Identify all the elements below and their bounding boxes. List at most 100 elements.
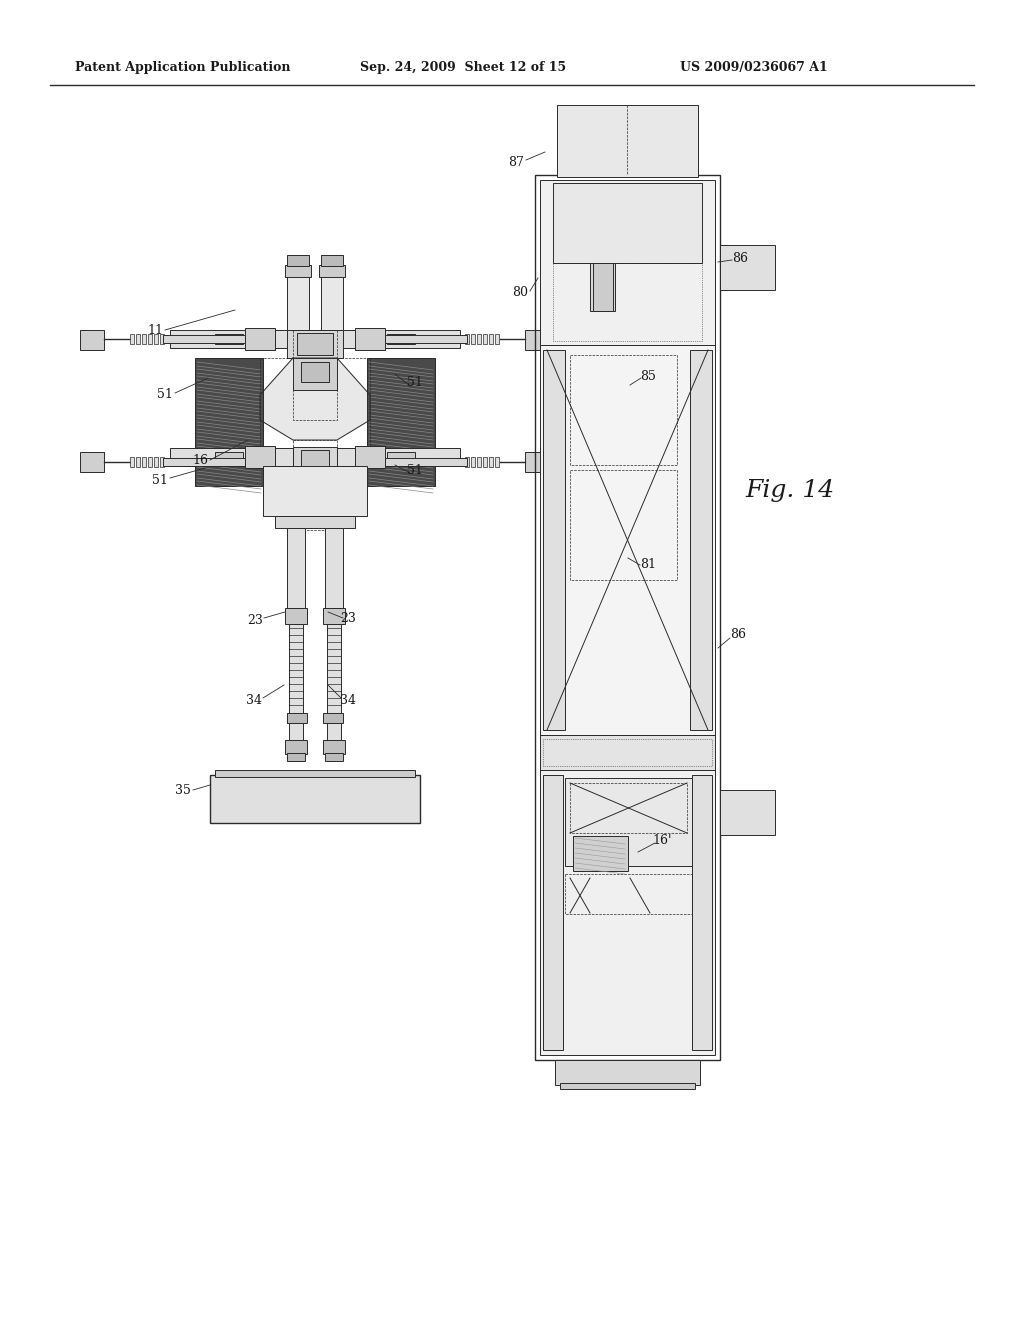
Text: 80: 80 — [512, 286, 528, 300]
Bar — [570, 783, 687, 833]
Bar — [130, 334, 134, 345]
Bar — [215, 334, 243, 345]
Bar — [489, 334, 493, 345]
Bar — [293, 447, 337, 475]
Bar — [293, 330, 337, 420]
Text: 86: 86 — [730, 628, 746, 642]
Text: 51: 51 — [408, 463, 423, 477]
Bar — [570, 470, 677, 579]
Bar — [80, 451, 104, 473]
Bar — [263, 466, 367, 516]
Bar — [387, 451, 415, 462]
Text: 86: 86 — [732, 252, 748, 264]
Bar — [471, 334, 475, 345]
Bar — [495, 457, 499, 467]
Bar — [355, 327, 385, 350]
Bar — [170, 330, 460, 348]
Bar — [323, 741, 345, 754]
Bar — [692, 775, 712, 1049]
Bar — [543, 350, 565, 730]
Bar — [215, 770, 415, 777]
Bar — [555, 1060, 700, 1085]
Bar — [293, 440, 337, 531]
Bar — [543, 739, 712, 766]
Bar — [136, 457, 140, 467]
Bar — [477, 334, 481, 345]
Bar — [560, 1082, 695, 1089]
Bar — [495, 334, 499, 345]
Text: 34: 34 — [246, 693, 262, 706]
Bar — [385, 458, 467, 466]
Bar — [471, 457, 475, 467]
Text: 16': 16' — [652, 833, 672, 846]
Bar — [321, 275, 343, 330]
Text: 16: 16 — [193, 454, 208, 466]
Bar — [301, 362, 329, 381]
Bar — [319, 265, 345, 277]
Bar — [163, 335, 245, 343]
Bar — [285, 609, 307, 624]
Text: Fig. 14: Fig. 14 — [745, 479, 835, 502]
Text: 11: 11 — [147, 323, 163, 337]
Bar — [543, 775, 563, 1049]
Text: 35: 35 — [175, 784, 190, 796]
Text: Sep. 24, 2009  Sheet 12 of 15: Sep. 24, 2009 Sheet 12 of 15 — [360, 62, 566, 74]
Text: 23: 23 — [340, 611, 356, 624]
Bar — [540, 735, 715, 770]
Bar — [387, 334, 415, 345]
Bar — [215, 451, 243, 462]
Bar — [287, 255, 309, 267]
Text: 23: 23 — [247, 614, 263, 627]
Text: 81: 81 — [640, 558, 656, 572]
Bar — [489, 457, 493, 467]
Bar — [154, 334, 158, 345]
Bar — [325, 752, 343, 762]
Text: 51: 51 — [408, 376, 423, 389]
Bar — [565, 777, 692, 866]
Bar — [465, 334, 469, 345]
Bar — [557, 106, 698, 177]
Bar — [325, 528, 343, 609]
Bar — [593, 263, 613, 312]
Bar — [289, 723, 303, 741]
Text: 87: 87 — [508, 157, 524, 169]
Bar — [148, 334, 152, 345]
Bar — [287, 713, 307, 723]
Bar — [720, 789, 775, 836]
Bar — [301, 450, 329, 470]
Bar — [210, 775, 420, 822]
Bar — [690, 350, 712, 730]
Bar — [160, 457, 164, 467]
Bar — [323, 713, 343, 723]
Bar — [80, 330, 104, 350]
Text: 51: 51 — [157, 388, 173, 401]
Bar — [590, 263, 615, 312]
Bar — [570, 355, 677, 465]
Bar — [483, 457, 487, 467]
Bar — [275, 516, 355, 528]
Bar — [525, 330, 549, 350]
Text: Patent Application Publication: Patent Application Publication — [75, 62, 291, 74]
Bar — [142, 457, 146, 467]
Bar — [293, 358, 337, 389]
Bar — [540, 345, 715, 735]
Bar — [287, 528, 305, 609]
Bar — [565, 874, 692, 913]
Bar — [327, 723, 341, 741]
Bar — [483, 334, 487, 345]
Text: 85: 85 — [640, 370, 656, 383]
Bar — [245, 446, 275, 469]
Bar — [540, 770, 715, 1055]
Bar — [287, 330, 343, 358]
Bar — [465, 457, 469, 467]
Bar — [477, 457, 481, 467]
Bar — [327, 624, 341, 714]
Bar — [355, 446, 385, 469]
Bar — [321, 255, 343, 267]
Bar — [287, 752, 305, 762]
Bar — [367, 358, 435, 486]
Bar — [553, 183, 702, 263]
Bar — [323, 609, 345, 624]
Bar — [289, 624, 303, 714]
Text: 34: 34 — [340, 693, 356, 706]
